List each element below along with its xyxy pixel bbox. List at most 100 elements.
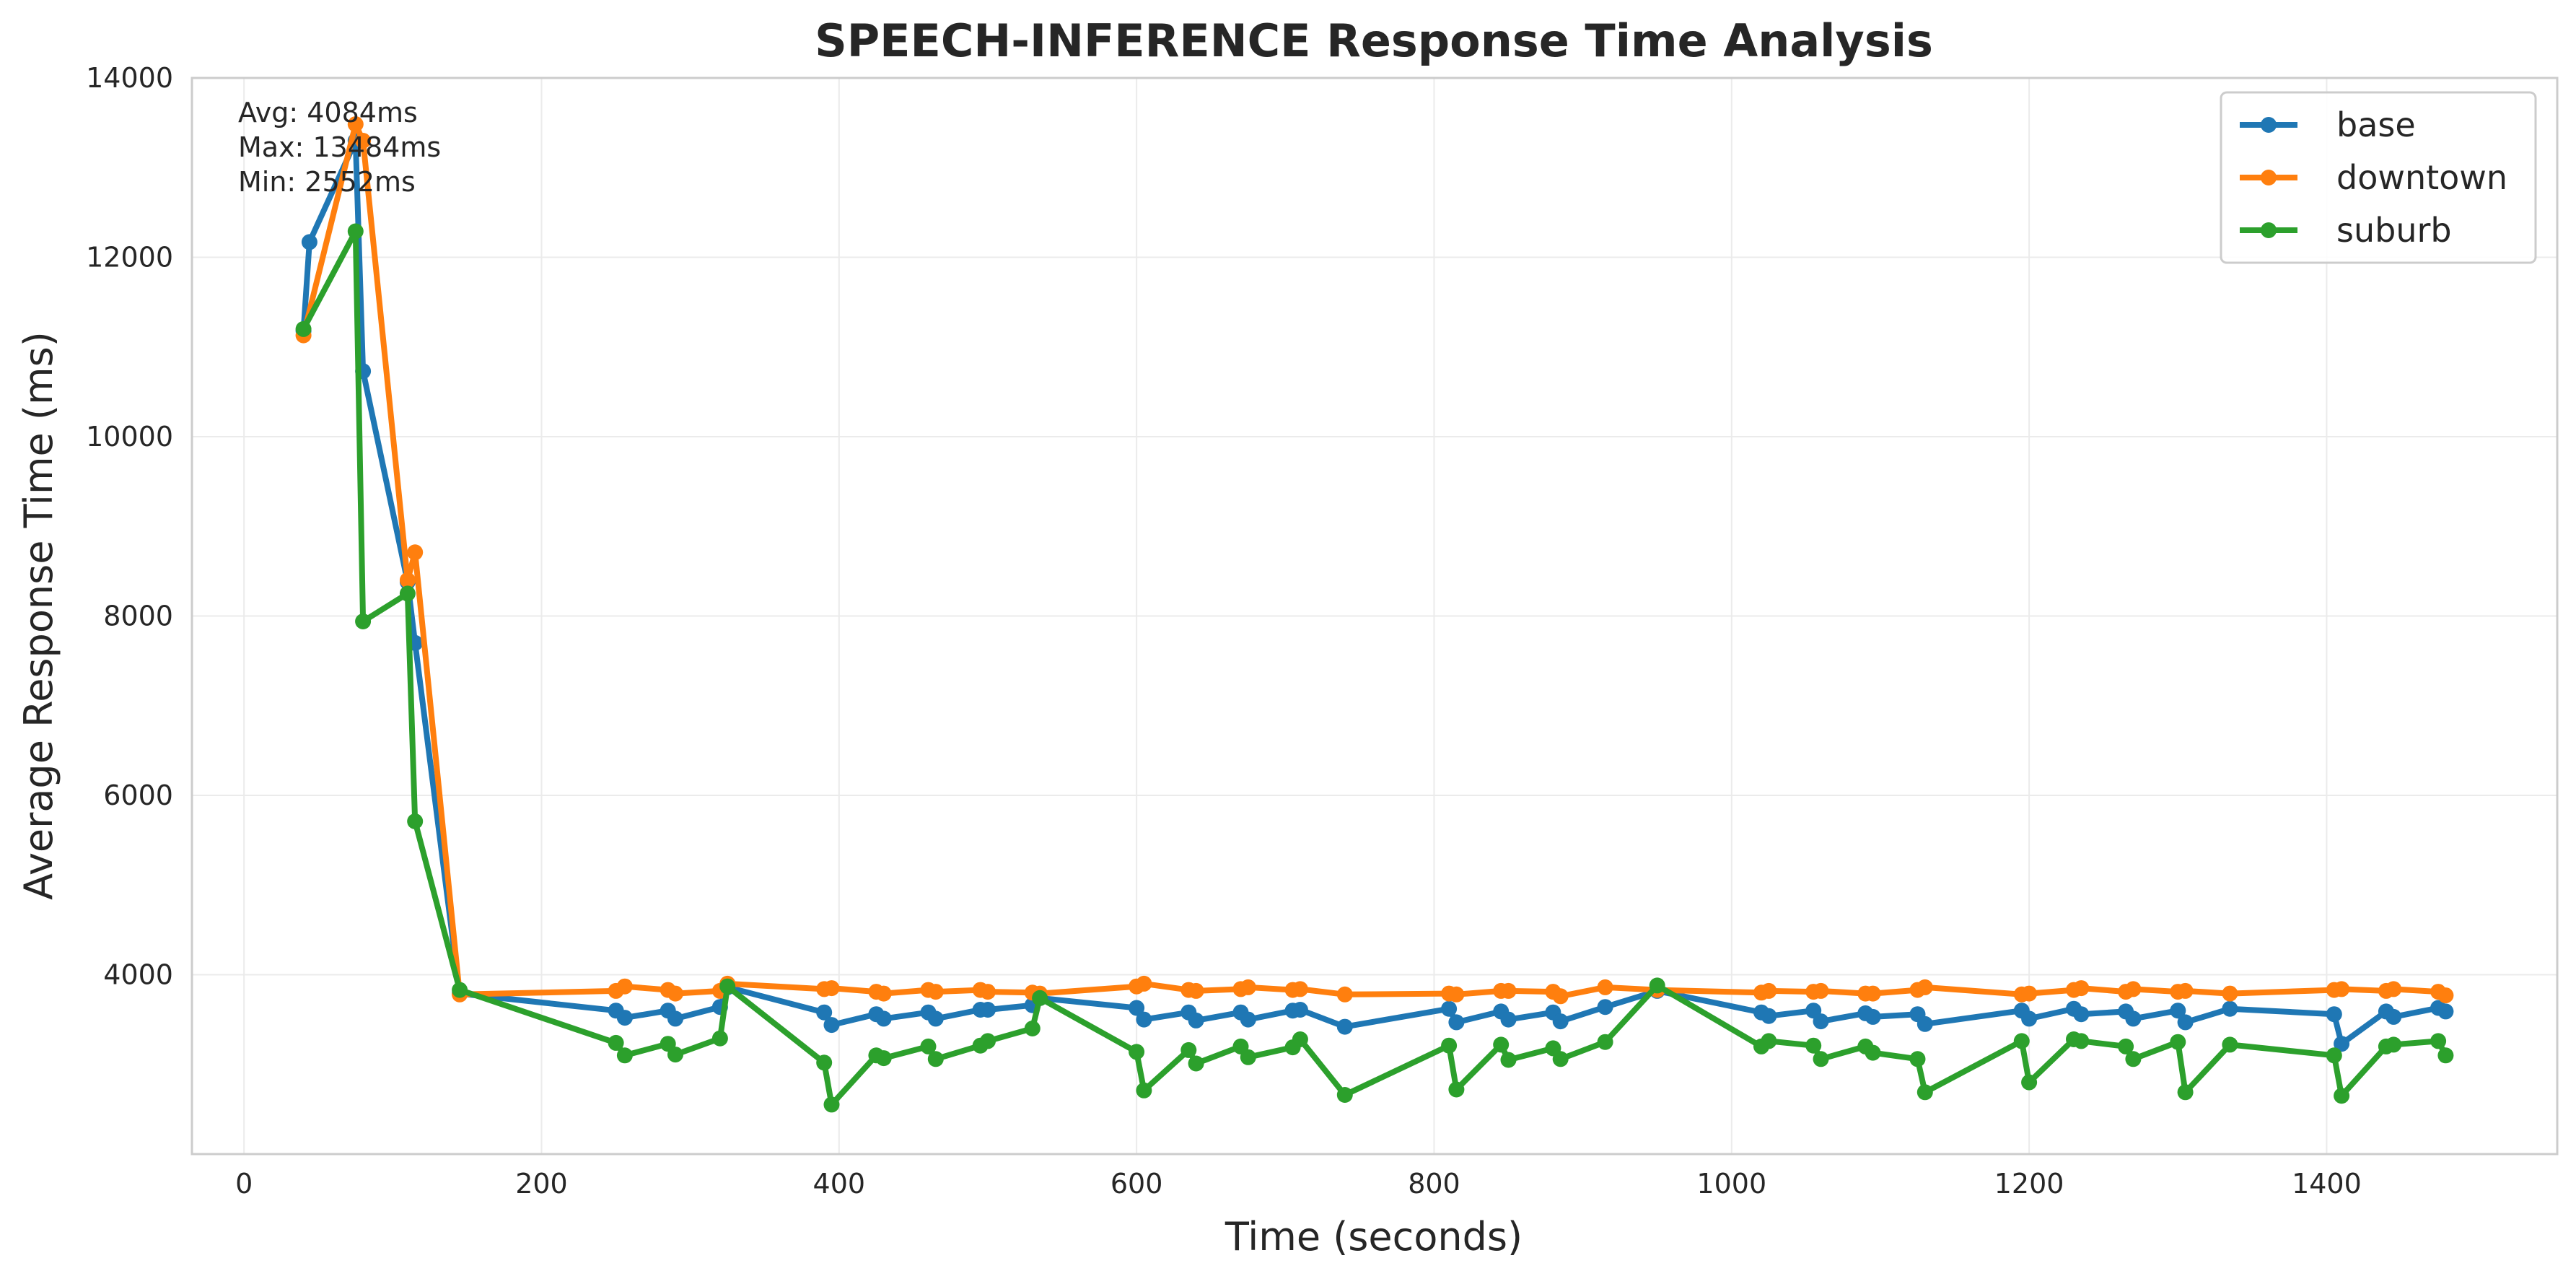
data-point-base [1240,1011,1256,1028]
data-point-suburb [2222,1036,2238,1053]
x-tick-label: 800 [1408,1168,1460,1200]
data-point-downtown [2222,985,2238,1002]
legend-entry-downtown: downtown [2240,158,2507,197]
x-tick-label: 1000 [1696,1168,1766,1200]
data-point-suburb [347,223,364,240]
data-point-base [980,1002,996,1018]
data-point-suburb [1805,1037,1822,1054]
data-point-suburb [452,982,468,998]
data-point-suburb [980,1033,996,1049]
data-point-downtown [2021,985,2038,1002]
data-point-base [2073,1006,2090,1023]
data-point-suburb [2073,1033,2090,1049]
data-point-base [2177,1014,2194,1031]
y-tick-label: 12000 [86,242,173,274]
data-point-suburb [2386,1036,2402,1053]
data-point-downtown [1448,986,1465,1003]
legend-marker-downtown [2261,170,2277,185]
legend-entry-suburb: suburb [2240,211,2452,250]
data-point-suburb [920,1038,937,1054]
data-point-suburb [1129,1044,1145,1060]
data-point-downtown [355,133,372,149]
data-point-suburb [1649,977,1665,994]
data-point-suburb [2170,1034,2186,1050]
data-point-base [1448,1014,1465,1031]
data-point-suburb [1292,1031,1308,1047]
data-point-downtown [1136,975,1152,992]
data-point-suburb [1448,1081,1465,1098]
y-tick-label: 14000 [86,62,173,94]
data-point-downtown [667,985,683,1002]
x-axis-label: Time (seconds) [1225,1214,1523,1259]
data-point-suburb [2430,1033,2447,1049]
y-tick-label: 6000 [103,779,173,811]
series-suburb [295,223,2454,1113]
data-point-downtown [1188,982,1204,999]
plot-area-frame [190,77,2559,1156]
data-point-base [927,1010,944,1027]
data-point-suburb [2118,1038,2134,1054]
data-point-base [823,1017,840,1034]
data-point-base [2222,1000,2238,1017]
data-point-downtown [1865,985,1881,1002]
data-point-suburb [616,1047,633,1064]
data-point-downtown [875,985,892,1002]
data-point-downtown [1813,982,1829,999]
data-point-downtown [407,544,424,561]
x-tick-label: 1200 [1994,1168,2064,1200]
data-point-suburb [1909,1051,1926,1067]
x-tick-label: 200 [515,1168,568,1200]
data-point-downtown [927,984,944,1000]
data-point-downtown [1336,986,1353,1003]
data-point-base [667,1010,683,1027]
data-point-downtown [823,980,840,997]
data-point-suburb [1493,1036,1510,1053]
data-point-suburb [1916,1084,1933,1101]
y-tick-label: 8000 [103,600,173,632]
y-tick-label: 4000 [103,959,173,991]
legend-box [2220,91,2537,264]
data-point-suburb [1552,1051,1569,1067]
data-point-suburb [1813,1051,1829,1067]
data-point-base [1441,1000,1458,1017]
stats-box: Avg: 4084ms Max: 13484ms Min: 2552ms [238,97,441,198]
data-point-downtown [616,978,633,995]
data-point-base [1916,1016,1933,1032]
stats-max: Max: 13484ms [238,131,441,163]
data-point-downtown [1292,981,1308,997]
data-point-suburb [1188,1055,1204,1072]
stats-min: Min: 2552ms [238,166,416,198]
data-point-downtown [2386,981,2402,997]
data-point-base [1813,1013,1829,1030]
chart-title: SPEECH-INFERENCE Response Time Analysis [815,14,1933,67]
data-point-base [2125,1010,2142,1027]
data-point-suburb [1032,990,1048,1006]
data-point-base [1292,1002,1308,1018]
data-point-base [2386,1008,2402,1025]
data-point-base [616,1010,633,1026]
data-point-base [1761,1008,1777,1024]
series-layer [295,116,2454,1113]
data-point-suburb [2125,1051,2142,1067]
data-point-base [875,1010,892,1027]
legend: base downtown suburb [2220,91,2537,264]
y-axis-label: Average Response Time (ms) [16,331,61,900]
data-point-suburb [608,1034,624,1051]
x-tick-label: 1400 [2292,1168,2362,1200]
data-point-base [1597,999,1613,1016]
legend-marker-base [2261,117,2277,133]
data-point-suburb [875,1050,892,1067]
data-point-suburb [1240,1049,1256,1065]
data-point-base [1552,1013,1569,1030]
legend-label-suburb: suburb [2336,211,2452,250]
data-point-suburb [667,1047,683,1063]
data-point-suburb [1180,1041,1197,1058]
data-point-downtown [2177,982,2194,999]
data-point-suburb [1761,1033,1777,1049]
legend-label-base: base [2336,105,2416,144]
stats-avg: Avg: 4084ms [238,97,418,128]
data-point-base [2326,1006,2342,1023]
data-point-downtown [347,116,364,133]
